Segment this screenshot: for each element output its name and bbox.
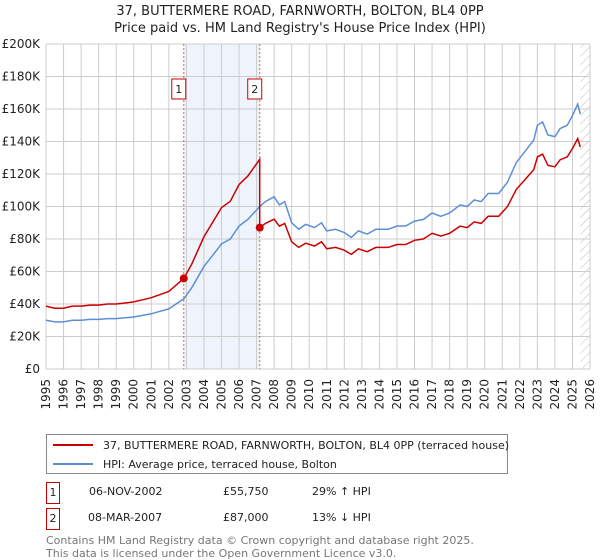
x-tick-label: 2002: [162, 379, 176, 410]
x-tick-label: 2023: [530, 379, 544, 410]
x-tick-label: 2005: [214, 379, 228, 410]
x-tick-label: 2013: [355, 379, 369, 410]
sale-marker-box: [247, 78, 263, 100]
legend-item-property: 37, BUTTERMERE ROAD, FARNWORTH, BOLTON, …: [47, 436, 509, 454]
x-tick-label: 2019: [460, 379, 474, 410]
legend-swatch-red: [53, 444, 93, 446]
y-tick-label: £140K: [2, 135, 42, 149]
transaction-date: 08-MAR-2007: [88, 511, 163, 524]
series-line: [45, 101, 582, 323]
x-tick-label: 2008: [267, 379, 281, 410]
y-tick-label: £160K: [2, 102, 42, 116]
x-tick-label: 2016: [408, 379, 422, 410]
x-tick-label: 2022: [513, 379, 527, 410]
series-line: [45, 136, 582, 309]
y-tick-label: £80K: [9, 232, 41, 246]
y-tick-label: £100K: [2, 200, 42, 214]
x-tick-label: 2007: [250, 379, 264, 410]
sale-marker-box: [171, 78, 187, 100]
x-tick-label: 2006: [232, 379, 246, 410]
x-tick-label: 1999: [109, 379, 123, 410]
transaction-hpi-diff: 13% ↓ HPI: [312, 511, 371, 524]
x-tick-label: 1996: [57, 379, 71, 410]
x-tick-label: 1998: [92, 379, 106, 410]
y-tick-label: £20K: [9, 330, 41, 344]
x-tick-label: 2014: [372, 379, 386, 410]
x-tick-label: 2009: [285, 379, 299, 410]
chart-subtitle: Price paid vs. HM Land Registry's House …: [114, 21, 486, 36]
y-tick-label: £120K: [2, 167, 42, 181]
x-tick-label: 2015: [390, 379, 404, 410]
transaction-date: 06-NOV-2002: [89, 485, 163, 498]
legend: 37, BUTTERMERE ROAD, FARNWORTH, BOLTON, …: [46, 434, 509, 474]
x-tick-label: 2020: [478, 379, 492, 410]
x-tick-label: 2003: [179, 379, 193, 410]
transaction-marker: 1: [46, 482, 60, 504]
y-tick-label: £60K: [9, 265, 41, 279]
sale-point: [179, 274, 188, 283]
x-tick-label: 2012: [337, 379, 351, 410]
y-tick-label: £180K: [2, 70, 42, 84]
chart-title: 37, BUTTERMERE ROAD, FARNWORTH, BOLTON, …: [116, 4, 484, 19]
transaction-price: £87,000: [223, 511, 269, 524]
transaction-marker: 2: [46, 508, 60, 530]
x-tick-label: 1995: [39, 379, 53, 410]
footer: Contains HM Land Registry data © Crown c…: [46, 534, 474, 560]
x-tick-label: 2010: [302, 379, 316, 410]
x-tick-label: 2018: [443, 379, 457, 410]
sale-point: [255, 223, 264, 232]
x-tick-label: 2021: [495, 379, 509, 410]
transaction-price: £55,750: [223, 485, 269, 498]
x-tick-label: 2024: [548, 379, 562, 410]
footer-licence: This data is licensed under the Open Gov…: [46, 547, 397, 560]
sale-marker-label: 2: [251, 83, 258, 96]
y-tick-label: £40K: [9, 297, 41, 311]
x-tick-label: 2026: [583, 379, 597, 410]
y-tick-label: £0: [25, 362, 40, 376]
legend-swatch-blue: [53, 463, 93, 465]
price-chart: £0 £20K £40K £60K £80K £100K £120K £140K £160K £1…: [2, 37, 597, 410]
x-tick-label: 2025: [565, 379, 579, 410]
x-tick-label: 1997: [74, 379, 88, 410]
x-tick-label: 2000: [127, 379, 141, 410]
legend-label: HPI: Average price, terraced house, Bolt…: [103, 457, 337, 471]
x-tick-label: 2011: [320, 379, 334, 410]
sale-marker-label: 1: [175, 83, 182, 96]
transaction-hpi-diff: 29% ↑ HPI: [312, 485, 371, 498]
x-tick-label: 2017: [425, 379, 439, 410]
footer-copyright: Contains HM Land Registry data © Crown c…: [46, 534, 474, 547]
x-tick-label: 2004: [197, 379, 211, 410]
y-tick-label: £200K: [2, 37, 42, 51]
legend-label: 37, BUTTERMERE ROAD, FARNWORTH, BOLTON, …: [103, 438, 510, 452]
legend-item-hpi: HPI: Average price, terraced house, Bolt…: [47, 455, 337, 473]
x-tick-label: 2001: [144, 379, 158, 410]
